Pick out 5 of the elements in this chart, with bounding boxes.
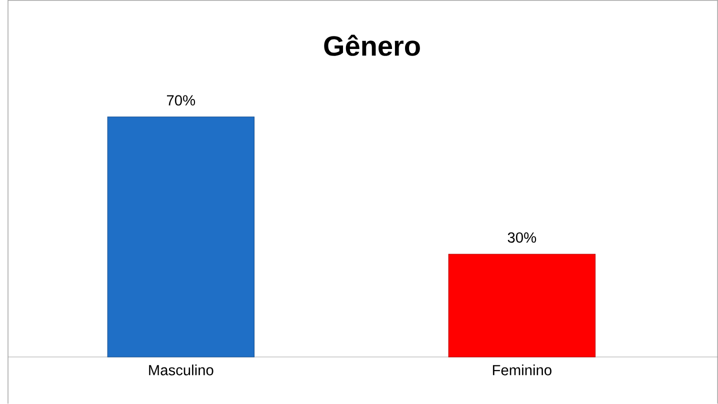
data-label: 70% (166, 95, 196, 106)
chart-title: Gênero (324, 34, 420, 56)
x-tick-label: Masculino (149, 364, 214, 376)
x-tick-label: Feminino (492, 364, 552, 376)
data-label: 30% (508, 232, 536, 243)
